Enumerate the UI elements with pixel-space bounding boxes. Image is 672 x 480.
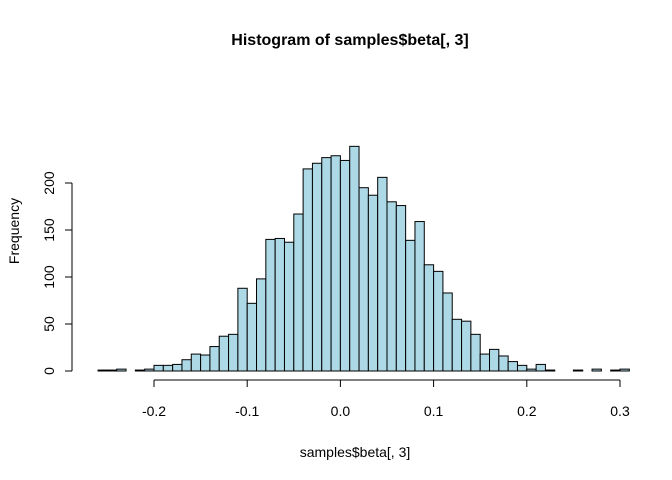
histogram-bar [479,353,491,372]
histogram-bar [535,363,546,372]
histogram-bar [414,221,425,372]
histogram-bar [106,369,118,372]
histogram-bar [228,333,239,372]
histogram-bar [405,239,416,372]
histogram-bar [572,369,584,372]
histogram-bar [274,237,285,372]
histogram-bar [526,368,537,372]
histogram-bar [237,287,248,372]
histogram-bar [433,270,444,372]
histogram-bar [265,238,276,372]
histogram-bar [395,205,407,372]
histogram-bar [246,302,258,372]
histogram-bar [97,369,108,372]
histogram-bar [591,368,602,372]
histogram-bar [311,162,323,372]
histogram-bar [544,369,556,372]
histogram-bar [209,346,220,372]
histogram-bar [256,278,267,372]
x-tick-label: 0.3 [610,403,630,419]
histogram-bar [423,264,435,372]
histogram-bar [442,292,453,372]
histogram-bar [153,364,164,372]
histogram-bar [461,320,472,372]
histogram-bar [218,335,230,372]
histogram-bar [293,213,304,372]
y-tick-label: 150 [41,218,57,242]
histogram-bar [321,157,332,372]
histogram-bar [330,155,341,372]
histogram-bar [200,354,211,372]
x-tick-label: 0.2 [517,403,537,419]
histogram-bar [451,318,463,372]
y-axis-label: Frequency [6,198,22,264]
y-tick-label: 100 [41,265,57,289]
histogram-bar [181,359,192,372]
y-tick-label: 0 [41,367,57,375]
bars-group [97,145,630,372]
histogram-bar [190,353,202,372]
histogram-bar [302,168,313,372]
y-tick-label: 50 [41,316,57,332]
histogram-bar [349,145,360,372]
histogram-bar [386,201,397,372]
histogram-bar [172,363,183,372]
histogram-bar [470,333,481,372]
histogram-bar [507,361,518,372]
histogram-bar [162,364,174,372]
histogram-bar [339,159,351,372]
histogram-bar [619,368,630,372]
histogram-bar [116,368,127,372]
histogram-bar [498,355,509,372]
histogram-bar [610,369,621,372]
chart-title: Histogram of samples$beta[, 3] [231,32,468,49]
x-axis: -0.2 -0.1 0.0 0.1 0.2 0.3 [142,379,630,419]
y-axis: 0 50 100 150 200 [41,171,73,375]
x-tick-label: 0.0 [331,403,351,419]
histogram-bar [144,368,155,372]
x-tick-label: -0.1 [235,403,259,419]
histogram-bar [134,369,146,372]
histogram-bar [516,364,528,372]
histogram-bar [367,194,379,372]
histogram-bar [283,241,295,372]
histogram-bar [358,187,369,372]
x-tick-label: 0.1 [424,403,444,419]
histogram-bar [377,176,388,372]
histogram-bar [489,348,500,372]
y-tick-label: 200 [41,171,57,195]
x-axis-label: samples$beta[, 3] [300,444,411,460]
x-tick-label: -0.2 [142,403,166,419]
